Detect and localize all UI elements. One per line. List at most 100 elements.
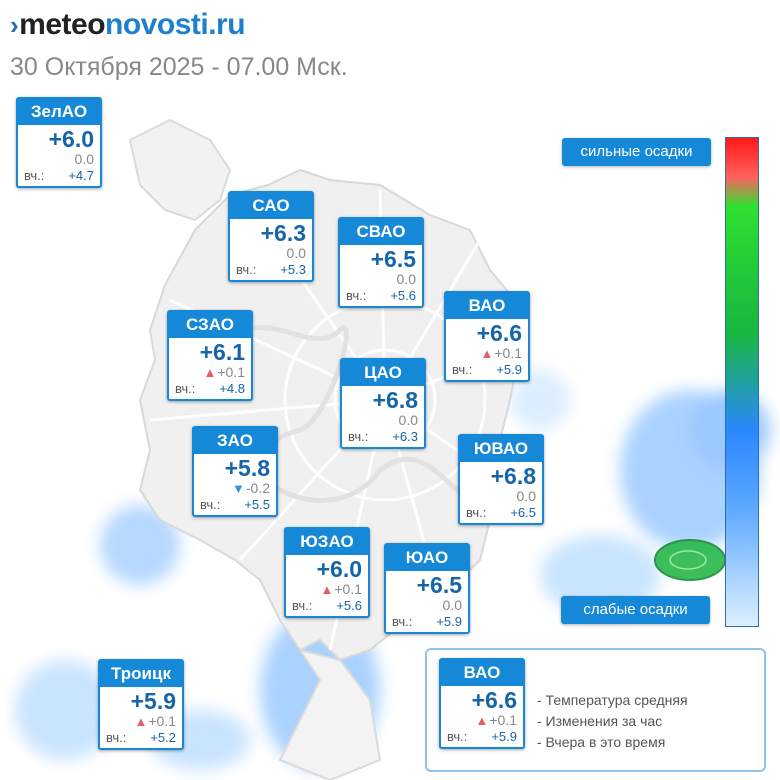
yesterday-value: +6.5 [510,505,536,520]
district-change: ▲+0.1 [100,713,182,730]
district-card-yuao[interactable]: ЮАО +6.5 0.0 вч.: +5.9 [384,543,470,634]
district-temperature: +6.0 [316,556,362,582]
yesterday-label: вч.: [24,168,45,183]
yesterday-value: +4.8 [219,381,245,396]
district-change: 0.0 [460,489,542,504]
district-temperature: +6.8 [490,463,536,489]
triangle-up-icon: ▲ [320,582,334,597]
district-change: 0.0 [342,413,424,428]
legend-strong-precip: сильные осадки [562,138,711,166]
yesterday-label: вч.: [346,288,367,303]
change-value: 0.0 [396,271,416,287]
district-yesterday: вч.: +6.5 [460,504,542,523]
district-name: ЗелАО [18,99,100,125]
district-card-troitsk[interactable]: Троицк +5.9 ▲+0.1 вч.: +5.2 [98,659,184,750]
logo-text-meteo: meteo [19,8,106,41]
district-temperature: +6.6 [471,687,517,713]
yesterday-value: +6.3 [392,429,418,444]
yesterday-label: вч.: [348,429,369,444]
yesterday-value: +5.3 [280,262,306,277]
change-value: 0.0 [516,488,536,504]
district-temperature: +6.0 [48,126,94,152]
district-name: ЮВАО [460,436,542,462]
change-value: +0.1 [489,712,517,728]
yesterday-label: вч.: [466,505,487,520]
district-temperature: +6.5 [416,572,462,598]
yesterday-label: вч.: [447,729,468,744]
district-change: 0.0 [340,272,422,287]
district-name: ВАО [441,660,523,686]
yesterday-label: вч.: [200,497,221,512]
triangle-up-icon: ▲ [480,346,494,361]
district-name: ЦАО [342,360,424,386]
precipitation-scale-bar [725,137,759,627]
district-yesterday: вч.: +5.9 [386,613,468,632]
district-name: САО [230,193,312,219]
district-change: 0.0 [230,246,312,261]
district-card-vao[interactable]: ВАО +6.6 ▲+0.1 вч.: +5.9 [444,291,530,382]
district-card-szao[interactable]: СЗАО +6.1 ▲+0.1 вч.: +4.8 [167,310,253,401]
site-logo[interactable]: ›meteonovosti.ru [10,8,246,42]
district-change: ▲+0.1 [286,581,368,598]
change-value: +0.1 [217,364,245,380]
legend-key-box: ВАО +6.6 ▲+0.1 вч.: +5.9 - Температура ср… [425,648,766,772]
district-card-yuzao[interactable]: ЮЗАО +6.0 ▲+0.1 вч.: +5.6 [284,527,370,618]
change-value: 0.0 [74,151,94,167]
district-change: ▲+0.1 [446,346,528,362]
district-temperature: +6.3 [260,220,306,246]
district-name: ЮАО [386,545,468,571]
triangle-up-icon: ▲ [203,365,217,380]
change-value: -0.2 [245,480,270,496]
heavy-precip-cell [654,539,726,581]
district-yesterday: вч.: +5.2 [100,729,182,748]
yesterday-label: вч.: [236,262,257,277]
yesterday-label: вч.: [452,362,473,377]
yesterday-value: +5.6 [336,598,362,613]
district-yesterday: вч.: +5.9 [441,728,523,747]
forecast-datetime: 30 Октября 2025 - 07.00 Мск. [10,53,348,81]
key-line-change: - Изменения за час [537,713,663,729]
district-yesterday: вч.: +5.9 [446,361,528,380]
logo-text-novosti: novosti.ru [105,8,246,41]
district-card-svao[interactable]: СВАО +6.5 0.0 вч.: +5.6 [338,217,424,308]
district-name: СЗАО [169,312,251,338]
district-temperature: +6.5 [370,246,416,272]
legend-key-lines: - Температура средняя - Изменения за час… [537,690,688,753]
district-change: ▼-0.2 [194,480,276,497]
district-name: Троицк [100,661,182,687]
yesterday-value: +5.9 [496,362,522,377]
yesterday-value: +5.2 [150,730,176,745]
district-name: СВАО [340,219,422,245]
legend-weak-precip: слабые осадки [561,596,710,624]
district-yesterday: вч.: +4.7 [18,167,100,186]
district-card-cao[interactable]: ЦАО +6.8 0.0 вч.: +6.3 [340,358,426,449]
district-card-sao[interactable]: САО +6.3 0.0 вч.: +5.3 [228,191,314,282]
change-value: 0.0 [286,245,306,261]
district-temperature: +6.6 [476,320,522,346]
district-yesterday: вч.: +5.3 [230,261,312,280]
district-yesterday: вч.: +5.6 [286,597,368,616]
district-card-zao[interactable]: ЗАО +5.8 ▼-0.2 вч.: +5.5 [192,426,278,517]
yesterday-label: вч.: [106,730,127,745]
change-value: +0.1 [334,581,362,597]
district-temperature: +6.8 [372,387,418,413]
district-name: ВАО [446,293,528,319]
district-temperature: +5.8 [224,455,270,481]
district-yesterday: вч.: +6.3 [342,428,424,447]
district-change: 0.0 [386,598,468,613]
yesterday-value: +5.5 [244,497,270,512]
yesterday-value: +5.9 [436,614,462,629]
district-card-yuvao[interactable]: ЮВАО +6.8 0.0 вч.: +6.5 [458,434,544,525]
triangle-up-icon: ▲ [134,714,148,729]
district-yesterday: вч.: +5.5 [194,496,276,515]
key-line-yesterday: - Вчера в это время [537,734,666,750]
district-change: ▲+0.1 [169,364,251,381]
district-yesterday: вч.: +5.6 [340,287,422,306]
yesterday-value: +5.6 [390,288,416,303]
district-card-zelao[interactable]: ЗелАО +6.0 0.0 вч.: +4.7 [16,97,102,188]
legend-sample-card: ВАО +6.6 ▲+0.1 вч.: +5.9 [439,658,525,749]
yesterday-label: вч.: [392,614,413,629]
district-temperature: +5.9 [130,688,176,714]
yesterday-value: +4.7 [68,168,94,183]
change-value: +0.1 [148,713,176,729]
